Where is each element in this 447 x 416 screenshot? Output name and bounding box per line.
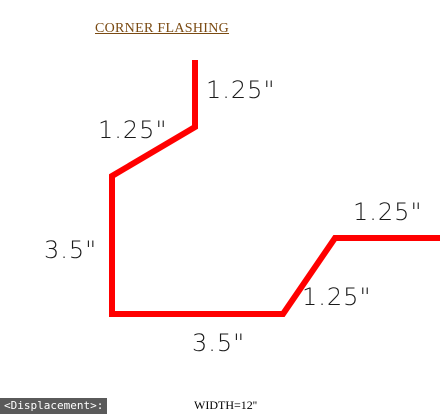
- dim-lower-diagonal: 1.25": [302, 283, 371, 311]
- dim-left-vertical: 3.5": [44, 236, 97, 264]
- width-note: WIDTH=12'': [194, 398, 258, 412]
- drawing-title: CORNER FLASHING: [95, 21, 230, 36]
- dim-top-vertical: 1.25": [206, 76, 275, 104]
- dim-bottom-horizontal: 3.5": [192, 329, 245, 357]
- displacement-status-tag: <Displacement>:: [0, 398, 108, 414]
- dim-right-horizontal: 1.25": [353, 198, 422, 226]
- dim-upper-diagonal: 1.25": [98, 116, 167, 144]
- flashing-profile-line: [109, 60, 440, 317]
